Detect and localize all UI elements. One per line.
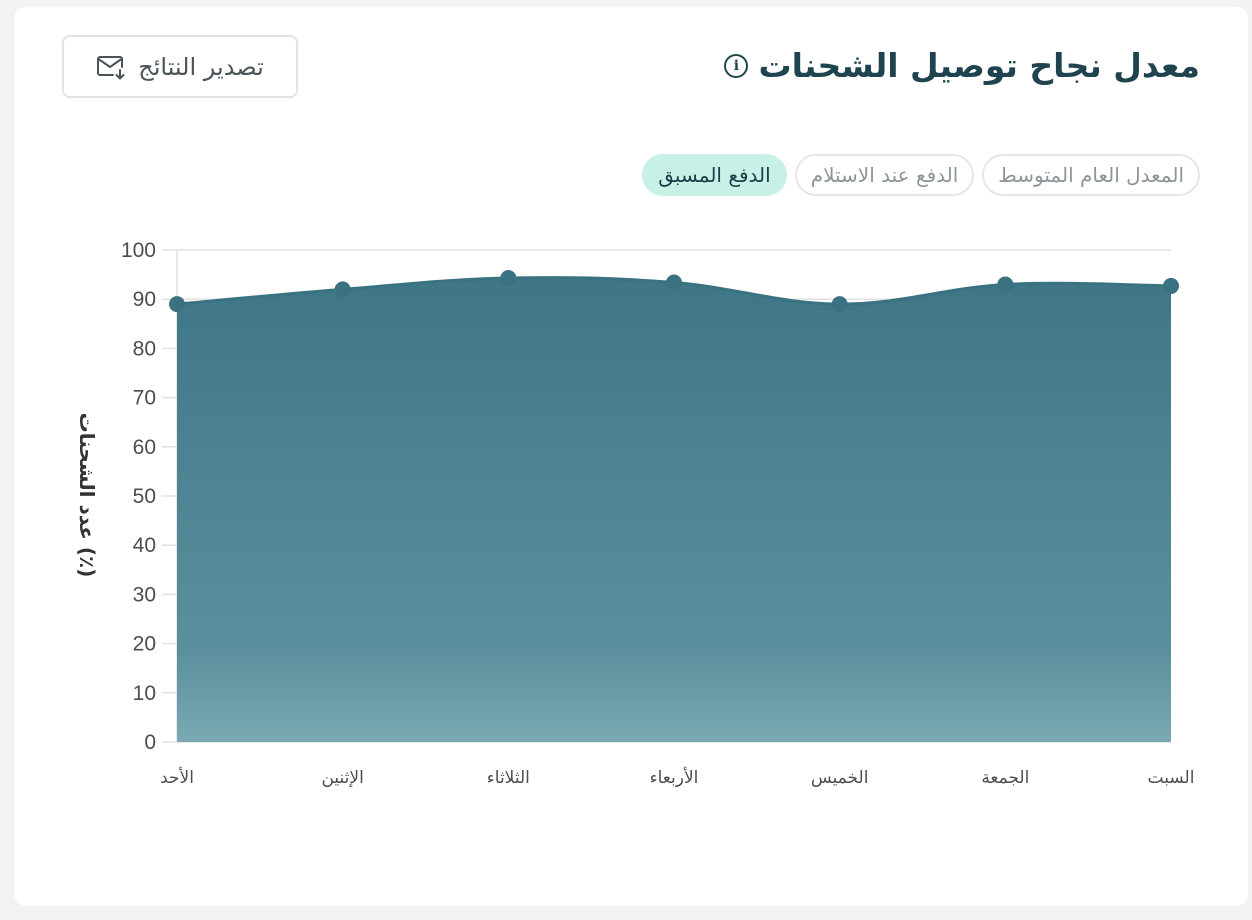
data-point[interactable]	[334, 281, 351, 298]
y-tick-label: 50	[133, 485, 156, 508]
data-point[interactable]	[500, 270, 517, 287]
x-tick-label: السبت	[1148, 768, 1195, 788]
area-fill	[177, 277, 1171, 742]
y-tick-label: 20	[133, 633, 156, 656]
x-tick-label: الثلاثاء	[487, 768, 530, 788]
y-tick-label: 60	[133, 436, 156, 459]
y-tick-label: 80	[133, 337, 156, 360]
x-tick-label: الإثنين	[321, 768, 363, 788]
filter-pill-cash-on-delivery[interactable]: الدفع عند الاستلام	[794, 154, 975, 196]
page-title: معدل نجاح توصيل الشحنات	[758, 46, 1200, 85]
x-tick-label: الخميس	[811, 768, 869, 788]
y-tick-label: 30	[133, 583, 156, 606]
y-tick-label: 100	[121, 239, 156, 262]
x-tick-label: الأحد	[160, 767, 194, 788]
mail-export-icon	[97, 55, 125, 79]
info-icon[interactable]: i	[724, 54, 749, 78]
y-tick-label: 90	[133, 288, 156, 311]
filter-pill-prepaid[interactable]: الدفع المسبق	[642, 154, 787, 196]
header: معدل نجاح توصيل الشحنات i	[724, 46, 1200, 86]
data-point[interactable]	[997, 276, 1014, 293]
y-tick-label: 10	[133, 682, 156, 705]
filter-pill-overall-average[interactable]: المعدل العام المتوسط	[982, 154, 1200, 196]
data-point[interactable]	[666, 274, 682, 291]
filter-tabs: المعدل العام المتوسط الدفع عند الاستلام …	[642, 154, 1200, 196]
x-tick-label: الأربعاء	[650, 767, 699, 788]
x-tick-label: الجمعة	[981, 768, 1029, 788]
data-point[interactable]	[1163, 277, 1179, 294]
data-point[interactable]	[169, 296, 185, 313]
y-tick-label: 70	[133, 387, 156, 410]
export-results-button[interactable]: تصدير النتائج	[62, 35, 298, 98]
data-point[interactable]	[831, 296, 848, 313]
export-button-label: تصدير النتائج	[138, 52, 264, 81]
y-tick-label: 0	[144, 731, 156, 754]
y-tick-label: 40	[133, 534, 156, 557]
